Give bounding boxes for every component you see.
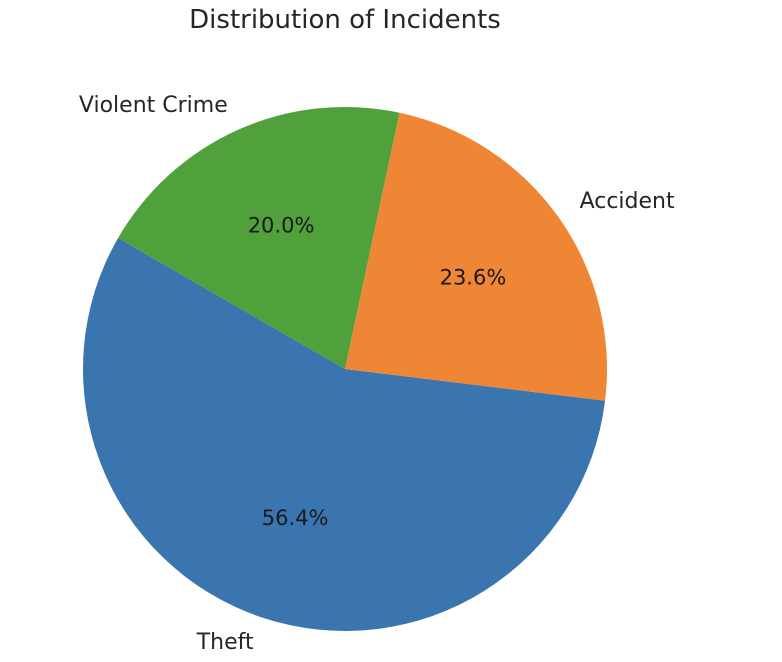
pie-percent-label-accident: 23.6% [440, 266, 507, 290]
pie-slice-violent-crime [118, 106, 400, 369]
pie-percent-label-theft: 56.4% [262, 506, 329, 530]
chart-title: Distribution of Incidents [189, 5, 501, 35]
pie-labels: 56.4% Theft 23.6% Accident 20.0% Violent Crim… [79, 93, 675, 655]
pie-slice-accident [345, 112, 607, 401]
pie-category-label-theft: Theft [196, 630, 254, 655]
pie-slice-theft [83, 238, 606, 631]
pie-category-label-violent-crime: Violent Crime [79, 93, 228, 118]
pie-category-label-accident: Accident [580, 189, 675, 214]
pie-percent-label-violent-crime: 20.0% [248, 213, 315, 237]
pie-slices [83, 106, 607, 631]
